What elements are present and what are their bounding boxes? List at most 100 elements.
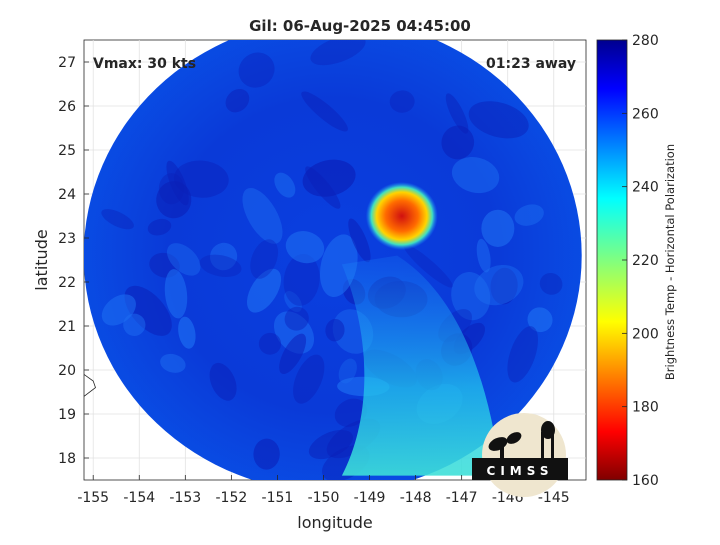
- swath-texture-patch: [238, 52, 275, 88]
- swath-texture-patch: [468, 101, 529, 139]
- y-tick-label: 18: [58, 451, 76, 467]
- colorbar-ticks: 160 180 200 220 240 260 280: [622, 33, 659, 489]
- convective-core: [365, 182, 438, 250]
- x-tick-label: -147: [446, 490, 478, 506]
- x-tick-label: -145: [538, 490, 570, 506]
- swath-texture-patch: [166, 160, 189, 206]
- colorbar-tick-label: 240: [632, 180, 659, 196]
- swath-texture-patch: [156, 181, 192, 219]
- swath-texture-patch: [250, 239, 279, 279]
- swath-texture-patch: [147, 218, 172, 236]
- swath-texture-patch: [283, 253, 320, 306]
- swath-texture-patch: [293, 354, 325, 404]
- x-tick-label: -152: [215, 490, 247, 506]
- brightness-temp-swath: [84, 40, 582, 480]
- swath-texture-patch: [164, 269, 188, 319]
- swath-texture-patch: [539, 272, 563, 295]
- cimss-logo: CIMSS: [472, 413, 568, 497]
- swath-texture-patch: [178, 316, 196, 349]
- swath-texture-patch: [389, 90, 415, 113]
- swath-texture-patch: [527, 307, 553, 333]
- swath-texture-patch: [123, 313, 146, 336]
- swath-texture-patch: [101, 209, 134, 230]
- swath-texture-patch: [490, 267, 518, 305]
- coastline-outline: [84, 373, 96, 397]
- swath-texture-patch: [514, 204, 544, 226]
- swath-texture-patch: [338, 358, 357, 384]
- swath-texture-patch: [199, 254, 242, 277]
- time-offset-annotation: 01:23 away: [486, 56, 576, 72]
- swath-texture-patch: [507, 326, 538, 383]
- swath-texture-patch: [348, 218, 371, 263]
- swath-texture-patch: [319, 234, 358, 298]
- swath-texture-patch: [210, 242, 238, 271]
- x-tick-label: -149: [354, 490, 386, 506]
- swath-texture-patch: [334, 398, 368, 427]
- colorbar-label: Brightness Temp - Horizontal Polarizatio…: [663, 144, 677, 380]
- swath-texture-patch: [246, 268, 282, 313]
- swath-texture-patch: [274, 172, 296, 198]
- swath-texture-patch: [325, 318, 345, 342]
- colorbar-tick-label: 260: [632, 106, 659, 122]
- y-tick-label: 25: [58, 143, 76, 159]
- y-tick-label: 26: [58, 99, 76, 115]
- x-tick-label: -155: [77, 490, 109, 506]
- swath-texture-patch: [279, 333, 307, 375]
- x-tick-label: -148: [400, 490, 432, 506]
- swath-texture-patch: [445, 93, 469, 134]
- swath-texture-patch: [476, 238, 491, 273]
- swath-texture-patch: [242, 187, 283, 244]
- x-tick-label: -150: [308, 490, 340, 506]
- y-tick-label: 22: [58, 275, 76, 291]
- swath-texture-patch: [451, 157, 500, 194]
- swath-texture-patch: [301, 91, 348, 132]
- swath-texture-patch: [302, 159, 356, 197]
- swath-texture-patch: [258, 332, 282, 355]
- y-axis-label: latitude: [32, 229, 51, 290]
- swath-texture-patch: [225, 88, 250, 113]
- chart-title: Gil: 06-Aug-2025 04:45:00: [249, 17, 471, 35]
- swath-texture: [101, 40, 563, 480]
- warm-band: [341, 255, 494, 476]
- y-tick-label: 27: [58, 55, 76, 71]
- swath-texture-patch: [166, 243, 201, 276]
- swath-texture-patch: [124, 285, 172, 336]
- swath-texture-patch: [481, 209, 515, 247]
- x-tick-label: -153: [169, 490, 201, 506]
- swath-texture-patch: [441, 125, 475, 160]
- x-tick-label: -151: [262, 490, 294, 506]
- colorbar-tick-label: 180: [632, 400, 659, 416]
- swath-texture-patch: [101, 294, 136, 326]
- x-axis-label: longitude: [297, 513, 372, 532]
- swath-texture-patch: [305, 166, 341, 209]
- swath-texture-patch: [284, 306, 309, 331]
- swath-texture-patch: [160, 353, 186, 373]
- swath-texture-patch: [310, 40, 366, 66]
- y-axis-ticks: 18 19 20 21 22 23 24 25 26 27: [58, 55, 89, 467]
- colorbar-tick-label: 160: [632, 473, 659, 489]
- swath-texture-patch: [474, 264, 524, 306]
- swath-texture-patch: [403, 244, 453, 288]
- y-tick-label: 20: [58, 363, 76, 379]
- swath-texture-patch: [451, 272, 491, 321]
- y-tick-label: 23: [58, 231, 76, 247]
- swath-texture-patch: [285, 231, 325, 264]
- y-tick-label: 24: [58, 187, 76, 203]
- colorbar-tick-label: 200: [632, 326, 659, 342]
- swath-texture-patch: [209, 362, 237, 401]
- logo-band: [472, 458, 568, 480]
- y-tick-label: 19: [58, 407, 76, 423]
- vmax-annotation: Vmax: 30 kts: [93, 56, 196, 72]
- logo-text: CIMSS: [487, 464, 554, 478]
- x-tick-label: -154: [123, 490, 155, 506]
- y-tick-label: 21: [58, 319, 76, 335]
- colorbar-tick-label: 220: [632, 253, 659, 269]
- swath-texture-patch: [253, 438, 280, 470]
- colorbar-tick-label: 280: [632, 33, 659, 49]
- swath-texture-patch: [158, 173, 185, 205]
- swath-texture-patch: [308, 429, 353, 460]
- x-axis-ticks: -155 -154 -153 -152 -151 -150 -149 -148 -147 -146…: [77, 475, 570, 506]
- swath-texture-patch: [284, 291, 302, 312]
